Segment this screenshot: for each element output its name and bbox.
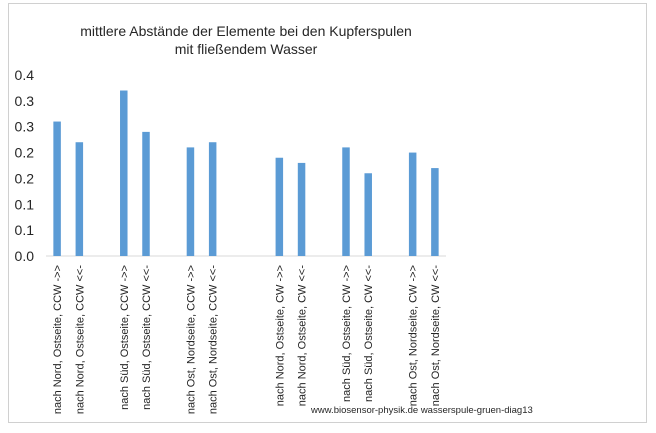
chart-frame	[8, 3, 647, 423]
credit-text: www.biosensor-physik.de wasserspule-grue…	[310, 405, 533, 416]
bar	[142, 131, 150, 256]
y-tick-label: 0.3	[15, 93, 35, 109]
bar	[408, 152, 417, 256]
y-tick-label: 0.2	[15, 145, 35, 161]
x-category-label: nach Ost, Nordseite, CW ->>	[408, 265, 420, 406]
y-tick-label: 0.4	[15, 67, 35, 83]
chart-title: mittlere Abstände der Elemente bei den K…	[80, 23, 412, 57]
bar	[186, 147, 195, 256]
x-category-label: nach Süd, Ostseite, CCW ->>	[119, 265, 131, 410]
x-category-label: nach Nord, Ostseite, CW ->>	[274, 265, 286, 406]
x-category-label: nach Ost, Nordseite, CCW ->>	[185, 265, 197, 414]
x-category-label: nach Ost, Nordseite, CCW <<-	[208, 265, 220, 414]
y-tick-label: 0.1	[15, 222, 35, 238]
bar	[297, 162, 306, 256]
bar	[431, 168, 439, 256]
x-category-label: nach Nord, Ostseite, CW <<-	[297, 265, 309, 407]
y-tick-label: 0.2	[15, 170, 35, 186]
bar	[275, 157, 284, 256]
x-category-label: nach Süd, Ostseite, CW <<-	[363, 265, 375, 402]
x-category-label: nach Nord, Ostseite, CCW ->>	[52, 265, 64, 414]
bar	[53, 121, 61, 257]
y-tick-label: 0.1	[15, 196, 35, 212]
x-category-label: nach Ost, Nordseite, CW <<-	[430, 265, 442, 407]
bar	[364, 173, 372, 256]
y-axis-ticks: 0.0 0.1 0.1 0.2 0.2 0.3 0.3 0.4	[15, 67, 35, 264]
x-axis-labels: nach Nord, Ostseite, CCW ->> nach Nord, O…	[52, 265, 442, 415]
x-category-label: nach Süd, Ostseite, CCW <<-	[141, 265, 153, 410]
chart-title-line: mit fließendem Wasser	[175, 41, 318, 57]
bars	[53, 90, 439, 257]
bar	[342, 147, 350, 256]
chart-title-line: mittlere Abstände der Elemente bei den K…	[80, 23, 412, 39]
x-category-label: nach Nord, Ostseite, CCW <<-	[74, 265, 86, 414]
y-tick-label: 0.0	[15, 248, 35, 264]
bar	[120, 90, 128, 256]
bar	[208, 142, 217, 256]
y-tick-label: 0.3	[15, 119, 35, 135]
bar	[75, 142, 84, 256]
x-category-label: nach Süd, Ostseite, CW ->>	[341, 265, 353, 402]
